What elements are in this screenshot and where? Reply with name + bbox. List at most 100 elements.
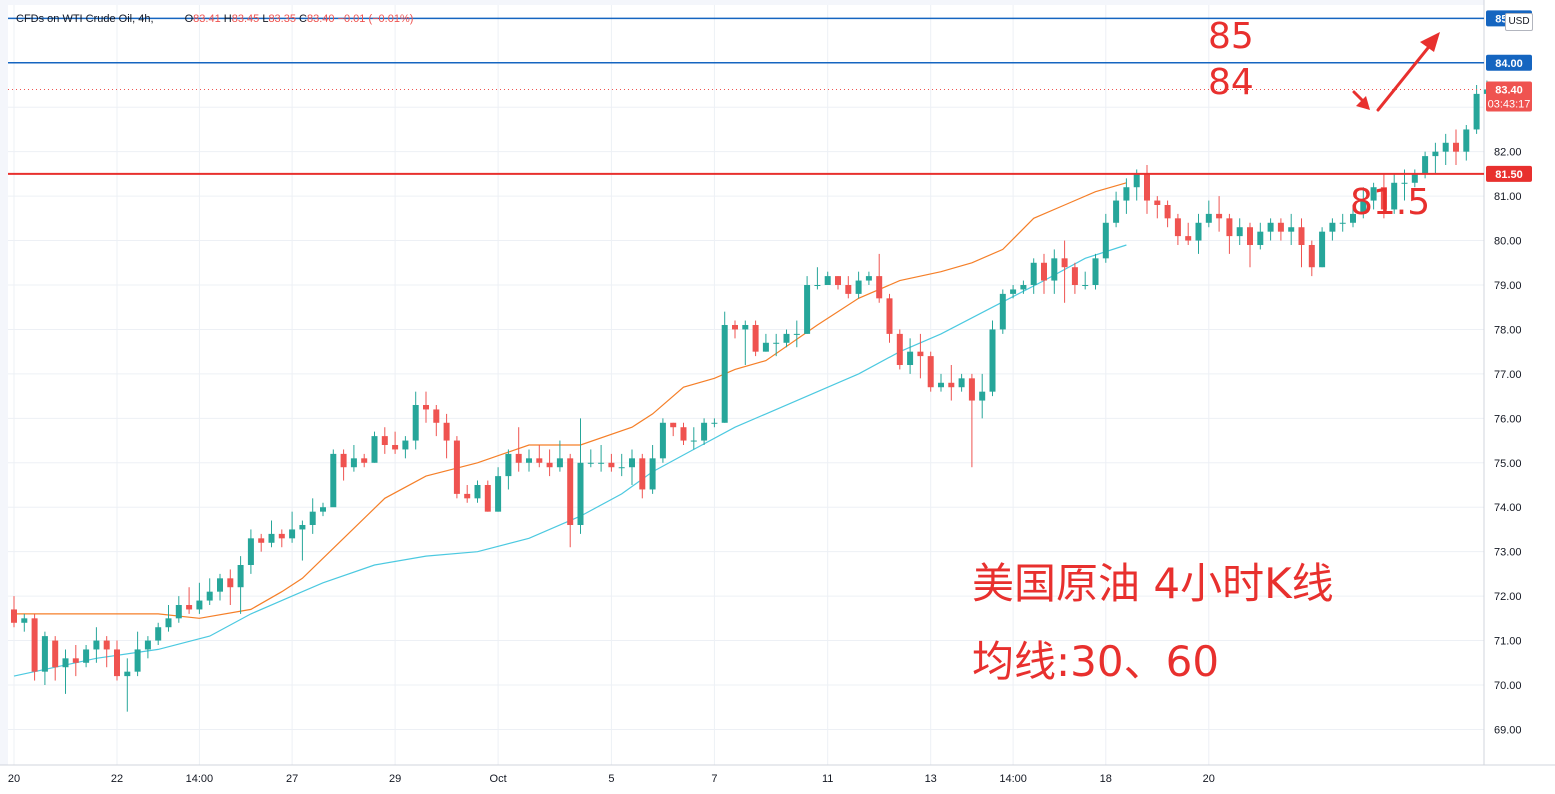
- candle: [938, 373, 944, 392]
- candle: [649, 445, 656, 494]
- candle: [762, 333, 769, 352]
- candle-body: [495, 476, 502, 512]
- candle-body: [690, 440, 697, 442]
- x-tick-label: 13: [925, 773, 937, 785]
- candle: [484, 480, 491, 512]
- symbol-title[interactable]: CFDs on WTI Crude Oil, 4h,: [16, 13, 154, 25]
- candle: [608, 453, 615, 472]
- candle-body: [1422, 156, 1429, 174]
- candle-body: [783, 333, 790, 343]
- candle: [948, 365, 955, 401]
- arrow-up-shaft: [1376, 36, 1438, 112]
- y-tick-label: 77.00: [1494, 369, 1522, 381]
- candle: [546, 449, 553, 477]
- candle: [804, 276, 811, 334]
- candle-body: [989, 329, 996, 392]
- candle: [999, 289, 1006, 334]
- candle-body: [814, 285, 821, 286]
- candle: [752, 320, 759, 357]
- candle: [1123, 178, 1130, 214]
- x-tick-label: Oct: [490, 773, 507, 785]
- price-axis-panel: [1484, 0, 1555, 794]
- candle: [474, 480, 481, 503]
- candle: [690, 427, 697, 450]
- candle-body: [1154, 200, 1161, 205]
- candle: [979, 373, 986, 419]
- candle-body: [639, 458, 646, 490]
- candle: [1195, 213, 1202, 254]
- open-label: O: [184, 13, 194, 25]
- candle-body: [1051, 258, 1058, 281]
- candle-body: [1216, 213, 1223, 219]
- candle-body: [72, 658, 79, 663]
- candle-body: [1082, 285, 1089, 286]
- candle: [1432, 142, 1439, 174]
- candle: [1205, 200, 1212, 228]
- candle: [1350, 205, 1356, 228]
- x-tick-label: 27: [286, 773, 298, 785]
- candle-body: [402, 440, 409, 450]
- candle: [381, 427, 388, 454]
- candle: [52, 636, 59, 681]
- candle: [21, 613, 28, 632]
- candle: [423, 391, 429, 423]
- candle-body: [979, 391, 986, 401]
- candle: [1277, 218, 1284, 241]
- candle: [103, 636, 110, 668]
- x-tick-label: 14:00: [186, 773, 214, 785]
- candle-body: [1308, 245, 1315, 268]
- close-value: 83.40: [306, 13, 335, 25]
- price-tag-81-5-bg: [1486, 165, 1532, 182]
- candle: [989, 320, 996, 397]
- candle-body: [11, 609, 17, 623]
- y-tick-label: 75.00: [1494, 458, 1522, 470]
- candle: [1020, 280, 1027, 294]
- x-tick-label: 11: [822, 773, 833, 785]
- annotation-81-5: 81.5: [1350, 182, 1431, 223]
- candle: [330, 449, 337, 508]
- candle-body: [598, 462, 605, 464]
- high-label: H: [223, 13, 232, 25]
- candle: [186, 587, 193, 614]
- candle-body: [381, 436, 388, 445]
- candle-body: [1257, 231, 1264, 245]
- candle: [144, 636, 151, 659]
- candle-body: [21, 618, 28, 623]
- candle-body: [114, 649, 120, 677]
- candle-body: [1298, 227, 1305, 245]
- candle-body: [350, 458, 357, 468]
- candle: [855, 271, 862, 299]
- candle: [515, 427, 522, 472]
- candle: [958, 373, 965, 392]
- candle: [1071, 262, 1078, 294]
- candle-body: [835, 276, 841, 285]
- candle: [402, 436, 409, 459]
- candle-body: [186, 605, 193, 610]
- arrow-down-head: [1356, 96, 1370, 110]
- candle-body: [289, 529, 296, 539]
- candle: [495, 467, 502, 512]
- candle-body: [896, 333, 903, 365]
- candle-body: [155, 627, 162, 641]
- candle: [227, 569, 234, 605]
- candle-body: [464, 493, 471, 499]
- x-tick-label: 18: [1100, 773, 1112, 785]
- candle: [1010, 285, 1017, 299]
- candle: [453, 436, 460, 499]
- candle-body: [1411, 173, 1418, 183]
- candle-body: [1164, 205, 1171, 219]
- candle: [701, 418, 708, 445]
- arrow-down-annotation: [1352, 90, 1370, 110]
- candle: [845, 276, 852, 299]
- candle: [299, 520, 306, 561]
- price-tag-84-bg: [1486, 54, 1532, 71]
- candle: [773, 333, 780, 357]
- candle: [247, 529, 254, 574]
- currency-button[interactable]: USD: [1505, 13, 1533, 31]
- candle-body: [762, 342, 769, 352]
- candle-body: [567, 458, 574, 525]
- candle: [340, 449, 347, 481]
- candle-body: [999, 293, 1006, 330]
